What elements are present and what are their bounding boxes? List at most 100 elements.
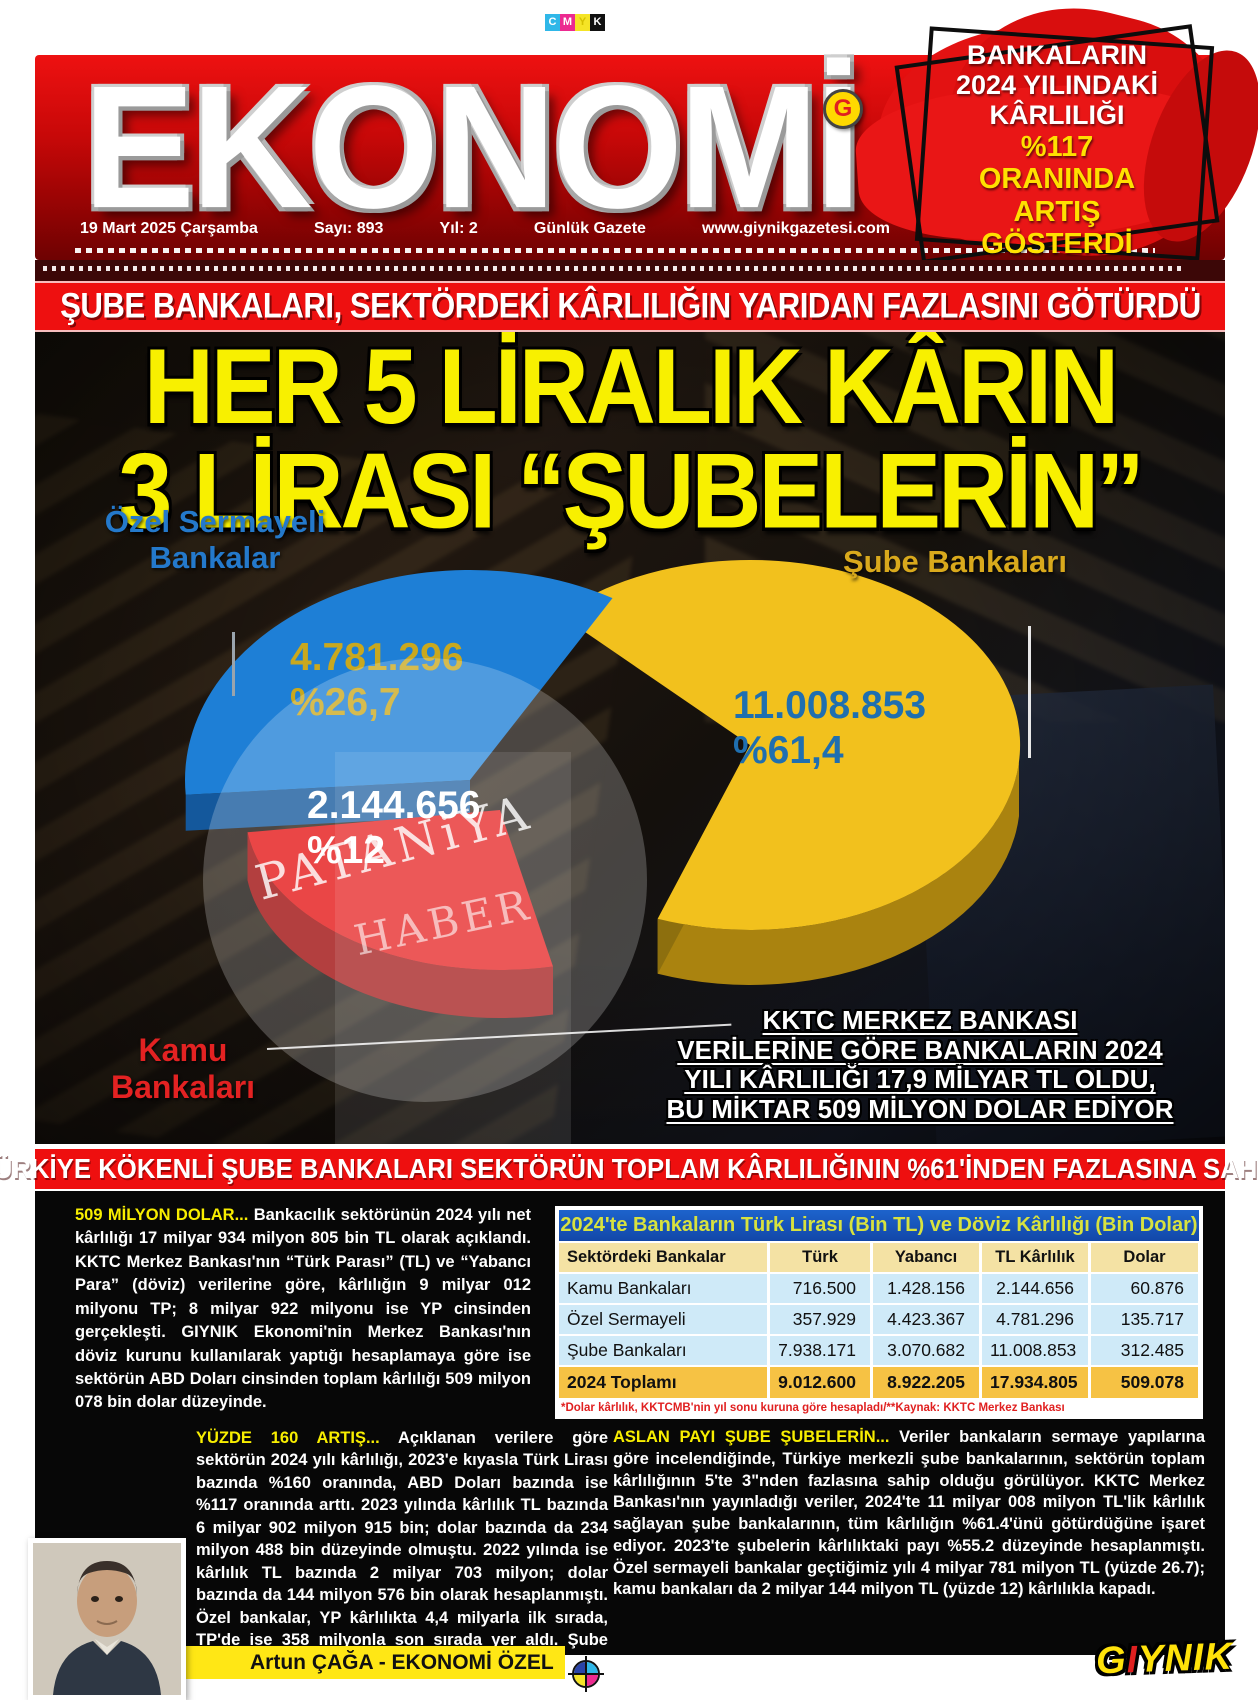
pie-label-text: Özel Sermayeli — [104, 504, 326, 539]
watermark-band — [335, 752, 571, 1144]
table-cell: 716.500 — [770, 1274, 870, 1303]
pointer-line-ozel — [232, 632, 235, 696]
table-cell: Özel Sermayeli Bankalar — [559, 1305, 767, 1358]
table-header-cell: Yabancı Para — [873, 1243, 979, 1295]
pie-value-ozel: 4.781.296 %26,7 — [290, 636, 464, 726]
table-cell: 4.781.296 — [982, 1305, 1088, 1334]
table-cell: 17.934.805 — [982, 1367, 1088, 1398]
author-photo — [28, 1538, 186, 1700]
table-row: Şube Bankaları 7.938.171 3.070.682 11.00… — [559, 1336, 1199, 1365]
table-cell: 60.876 — [1091, 1274, 1198, 1303]
pie-slice-kamu — [247, 810, 553, 970]
pie-percent-text: %61,4 — [733, 728, 844, 772]
dotted-rule — [43, 266, 1185, 271]
registration-mark — [568, 1656, 604, 1692]
masthead-dashed-rule — [75, 248, 1155, 253]
newspaper-title: EKONOMİ — [83, 49, 862, 245]
giynik-g: G — [1095, 1639, 1128, 1683]
badge-text: BANKALARIN 2024 YILINDAKİ KÂRLILIĞI %117… — [892, 40, 1222, 261]
table-cell: 4.423.367 — [873, 1305, 979, 1334]
giynik-logo: GIYNIK — [1095, 1636, 1233, 1684]
giynik-rest: YNIK — [1137, 1635, 1234, 1681]
pie-slice-ozel — [184, 569, 613, 795]
kicker-text: ŞUBE BANKALARI, SEKTÖRDEKİ KÂRLILIĞIN YA… — [59, 286, 1201, 326]
kicker-strip: ŞUBE BANKALARI, SEKTÖRDEKİ KÂRLILIĞIN YA… — [35, 281, 1225, 332]
deck-line: BU MİKTAR 509 MİLYON DOLAR EDİYOR — [666, 1093, 1174, 1124]
article-lead: YÜZDE 160 ARTIŞ... — [196, 1429, 380, 1447]
sub-kicker-text: TÜRKİYE KÖKENLİ ŞUBE BANKALARI SEKTÖRÜN … — [0, 1152, 1258, 1185]
website-link[interactable]: www.giynikgazetesi.com — [702, 220, 890, 237]
article-body: Bankacılık sektörünün 2024 yılı net kârl… — [75, 1206, 531, 1412]
kicker-band: ŞUBE BANKALARI, SEKTÖRDEKİ KÂRLILIĞIN YA… — [35, 260, 1225, 332]
table-cell: 135.717 — [1091, 1305, 1198, 1334]
pataniya-watermark: PATANiYA HABER — [203, 658, 647, 1102]
badge-line: 2024 YILINDAKİ — [955, 70, 1159, 101]
table-cell: 11.008.853 — [982, 1336, 1088, 1365]
pie-value-text: 11.008.853 — [733, 684, 927, 727]
table-header-cell: Sektördeki Bankalar — [559, 1243, 767, 1272]
headline-line-1: HER 5 LİRALIK KÂRIN — [143, 332, 1119, 447]
badge-line: %117 — [1020, 130, 1094, 163]
main-headline: HER 5 LİRALIK KÂRIN 3 LİRASI “ŞUBELERİN” — [35, 332, 1225, 544]
table-total-row: 2024 Toplamı 9.012.600 8.922.205 17.934.… — [559, 1367, 1199, 1398]
pie-label-text: Şube Bankaları — [843, 544, 1067, 579]
table-header-cell: Türk Parası — [770, 1243, 870, 1295]
table-row: Kamu Bankaları 716.500 1.428.156 2.144.6… — [559, 1274, 1199, 1303]
table-cell: Kamu Bankaları — [559, 1274, 767, 1303]
issue-number: Sayı: 893 — [314, 220, 384, 237]
edition-type: Günlük Gazete — [533, 220, 646, 237]
g-logo-badge: G — [823, 89, 863, 129]
cmyk-k: K — [590, 14, 605, 31]
table-cell: 509.078 — [1091, 1367, 1198, 1398]
badge-line: BANKALARIN — [967, 40, 1147, 70]
article-lead: ASLAN PAYI ŞUBE ŞUBELERİN... — [613, 1428, 890, 1446]
pie-depth-yellow — [657, 761, 1019, 985]
table-cell: 2.144.656 — [982, 1274, 1088, 1303]
author-portrait-graphic — [33, 1543, 181, 1695]
table-cell: 2024 Toplamı — [559, 1367, 767, 1398]
table-cell: 8.922.205 — [873, 1367, 979, 1398]
pie-value-sube: 11.008.853 %61,4 — [733, 684, 926, 774]
table-header-cell: Dolar Kârlılık* — [1091, 1243, 1198, 1295]
badge-line: ORANINDA — [978, 163, 1136, 196]
deck-line: VERİLERİNE GÖRE BANKALARIN 2024 — [677, 1034, 1163, 1065]
cmyk-m: M — [560, 14, 575, 31]
badge-line: ARTIŞ — [1013, 195, 1101, 228]
table-cell: 7.938.171 — [770, 1336, 870, 1365]
deck-line: YILI KÂRLILIĞI 17,9 MİLYAR TL OLDU, — [684, 1064, 1156, 1095]
badge-line: GÖSTERDİ — [981, 228, 1133, 261]
article-paragraph-3: ASLAN PAYI ŞUBE ŞUBELERİN... Veriler ban… — [613, 1427, 1205, 1601]
table-header-cell: TL Kârlılık — [982, 1243, 1088, 1272]
pie-value-kamu: 2.144.656 %12 — [307, 784, 481, 874]
profit-table: 2024'te Bankaların Türk Lirası (Bin TL) … — [555, 1206, 1203, 1419]
profit-share-pie-chart — [184, 559, 1021, 1018]
table-cell: 357.929 — [770, 1305, 870, 1334]
deck-line: KKTC MERKEZ BANKASI — [762, 1005, 1078, 1035]
main-visual-area: HER 5 LİRALIK KÂRIN 3 LİRASI “ŞUBELERİN”… — [35, 332, 1225, 1144]
masthead-info-row: 19 Mart 2025 Çarşamba Sayı: 893 Yıl: 2 G… — [80, 220, 890, 238]
article-paragraph-1: 509 MİLYON DOLAR... Bankacılık sektörünü… — [75, 1204, 531, 1415]
cmyk-print-mark: C M Y K — [545, 14, 605, 31]
pie-label-text: Bankaları — [110, 1068, 256, 1105]
pie-percent-text: %26,7 — [290, 680, 401, 724]
pie-label-text: Kamu — [138, 1032, 228, 1068]
pie-depth-blue — [185, 780, 470, 831]
pointer-line-sube — [1028, 626, 1031, 758]
pie-value-text: 4.781.296 — [290, 636, 464, 679]
article-body: Veriler bankaların sermaye yapılarına gö… — [613, 1428, 1205, 1599]
pie-label-text: Bankalar — [149, 539, 281, 575]
issue-year: Yıl: 2 — [439, 220, 478, 237]
table-cell: 3.070.682 — [873, 1336, 979, 1365]
table-title: 2024'te Bankaların Türk Lirası (Bin TL) … — [559, 1210, 1199, 1241]
cmyk-c: C — [545, 14, 560, 31]
table-footnote: *Dolar kârlılık, KKTCMB'nin yıl sonu kur… — [561, 1402, 1065, 1414]
table-cell: Şube Bankaları — [559, 1336, 767, 1365]
top-right-badge: BANKALARIN 2024 YILINDAKİ KÂRLILIĞI %117… — [852, 0, 1258, 287]
pie-depth-red — [247, 832, 553, 1018]
pie-label-kamu: Kamu Bankaları — [93, 1032, 273, 1106]
issue-date: 19 Mart 2025 Çarşamba — [80, 220, 258, 237]
deck-text: KKTC MERKEZ BANKASI VERİLERİNE GÖRE BANK… — [635, 1005, 1205, 1125]
article-zone: 509 MİLYON DOLAR... Bankacılık sektörünü… — [35, 1191, 1225, 1694]
article-lead: 509 MİLYON DOLAR... — [75, 1206, 249, 1224]
